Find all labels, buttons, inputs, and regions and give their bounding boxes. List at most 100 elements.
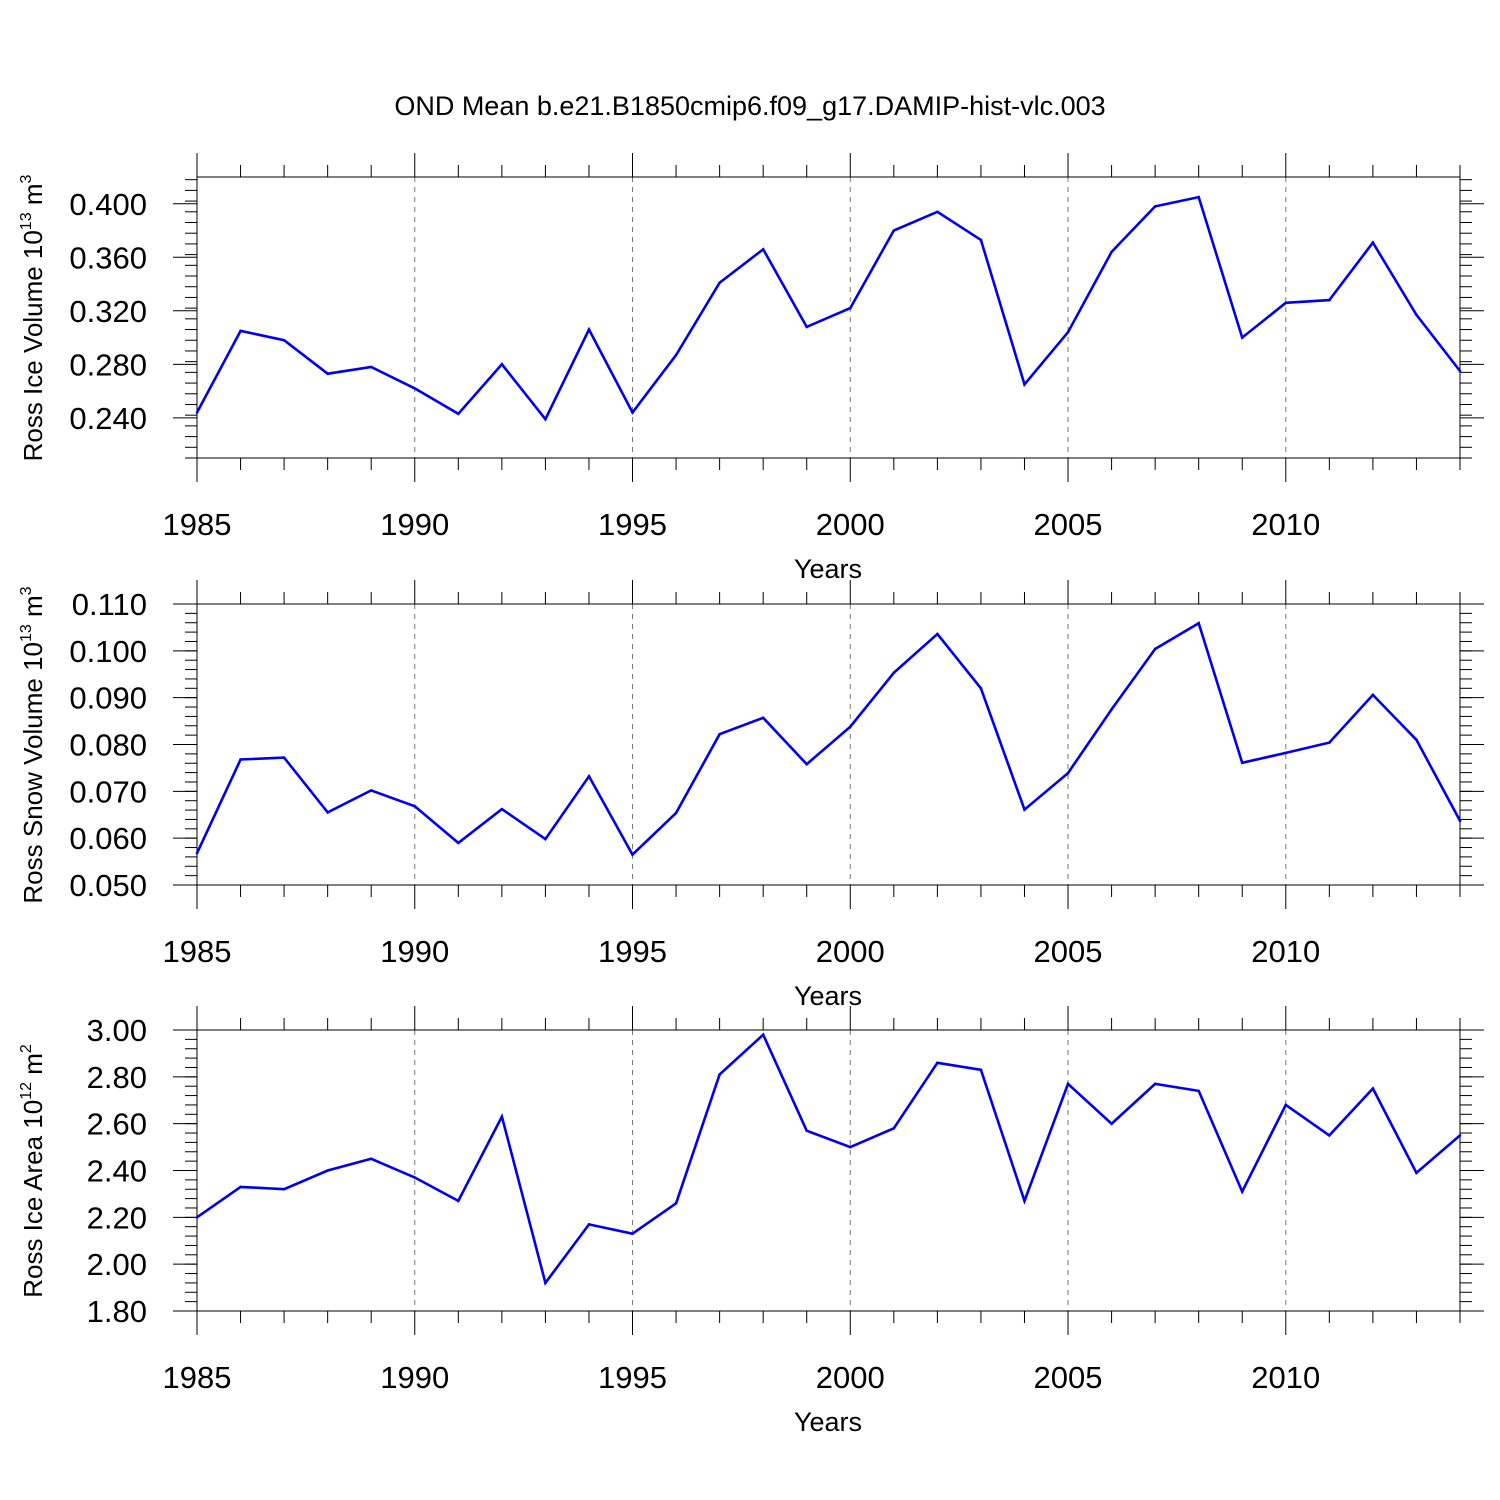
x-tick-label: 2000 bbox=[816, 1360, 885, 1395]
data-point bbox=[761, 1033, 765, 1036]
y-tick-label: 0.320 bbox=[69, 294, 147, 329]
data-point bbox=[936, 632, 939, 636]
data-point bbox=[718, 1073, 721, 1076]
data-point bbox=[544, 837, 547, 841]
data-point bbox=[282, 1187, 286, 1191]
y-axis-label: Ross Snow Volume 1013 m3 bbox=[18, 586, 48, 903]
data-point bbox=[848, 1145, 852, 1149]
x-tick-label: 2010 bbox=[1251, 1360, 1320, 1395]
data-point bbox=[631, 853, 634, 856]
data-point bbox=[892, 229, 896, 232]
x-axis-label: Years bbox=[794, 981, 862, 1011]
plot-frame bbox=[196, 176, 1461, 459]
x-axis-label: Years bbox=[794, 1407, 862, 1437]
data-point bbox=[631, 1232, 634, 1236]
data-point bbox=[1110, 1122, 1113, 1125]
x-tick-label: 1985 bbox=[163, 934, 232, 969]
data-point bbox=[1110, 250, 1113, 254]
data-point bbox=[848, 725, 852, 729]
data-point bbox=[326, 1169, 329, 1172]
y-tick-label: 0.400 bbox=[69, 187, 147, 222]
data-point bbox=[326, 811, 329, 814]
x-tick-label: 1990 bbox=[380, 1360, 449, 1395]
x-tick-label: 1995 bbox=[598, 934, 667, 969]
figure-title: OND Mean b.e21.B1850cmip6.f09_g17.DAMIP-… bbox=[394, 91, 1105, 121]
y-tick-label: 0.080 bbox=[69, 728, 147, 763]
data-point bbox=[1458, 819, 1462, 823]
data-point bbox=[195, 411, 199, 414]
data-point bbox=[1153, 647, 1157, 651]
y-tick-label: 0.280 bbox=[69, 347, 147, 382]
x-tick-label: 1995 bbox=[598, 507, 667, 542]
data-point bbox=[761, 716, 765, 720]
x-axis-label: Years bbox=[794, 554, 862, 584]
x-tick-label: 1985 bbox=[163, 507, 232, 542]
y-tick-label: 0.100 bbox=[69, 634, 147, 669]
data-point bbox=[1240, 336, 1244, 339]
series-line bbox=[195, 195, 1462, 422]
x-tick-label: 2010 bbox=[1251, 934, 1320, 969]
panel-snow-volume: 0.050 0.060 0.070 0.080 0.090 0.100 0.110 1985 1… bbox=[18, 580, 1484, 1011]
data-point bbox=[369, 365, 373, 369]
series-line bbox=[195, 621, 1462, 857]
y-tick-label: 2.60 bbox=[87, 1107, 147, 1142]
y-axis-label: Ross Ice Area 1012 m2 bbox=[18, 1044, 48, 1298]
panel-ice-area: 1.80 2.00 2.20 2.40 2.60 2.80 3.00 1985 1990 1995… bbox=[18, 1006, 1484, 1437]
data-point bbox=[1023, 1199, 1026, 1203]
data-point bbox=[1240, 1190, 1244, 1193]
x-tick-label: 2000 bbox=[816, 934, 885, 969]
data-point bbox=[457, 841, 460, 845]
data-point bbox=[1066, 771, 1070, 775]
y-tick-label: 2.00 bbox=[87, 1247, 147, 1282]
data-point bbox=[587, 1223, 591, 1226]
data-point bbox=[718, 732, 721, 736]
data-point bbox=[805, 325, 809, 329]
x-tick-label: 1990 bbox=[380, 934, 449, 969]
data-point bbox=[413, 387, 417, 390]
data-point bbox=[282, 756, 286, 759]
data-point bbox=[1284, 751, 1288, 755]
data-point bbox=[1023, 808, 1026, 811]
y-tick-label: 0.070 bbox=[69, 774, 147, 809]
data-point bbox=[1415, 313, 1418, 317]
data-point bbox=[1371, 1087, 1375, 1090]
data-point bbox=[674, 353, 678, 357]
data-point bbox=[979, 238, 983, 242]
data-point bbox=[1066, 1082, 1070, 1086]
data-point bbox=[1197, 621, 1200, 625]
data-point bbox=[1328, 298, 1331, 302]
x-tick-label: 2005 bbox=[1034, 507, 1103, 542]
data-point bbox=[718, 281, 721, 285]
x-tick-label: 2000 bbox=[816, 507, 885, 542]
y-tick-label: 0.050 bbox=[69, 868, 147, 903]
data-point bbox=[936, 210, 939, 214]
data-point bbox=[1371, 693, 1375, 697]
data-point bbox=[239, 758, 242, 761]
y-tick-label: 0.060 bbox=[69, 821, 147, 856]
data-point bbox=[500, 1115, 504, 1118]
data-point bbox=[1023, 383, 1026, 386]
x-tick-label: 1990 bbox=[380, 507, 449, 542]
tick-marks bbox=[173, 1006, 1484, 1335]
data-point bbox=[1328, 741, 1331, 744]
data-point bbox=[1110, 708, 1113, 711]
y-tick-label: 0.240 bbox=[69, 401, 147, 436]
data-point bbox=[413, 1176, 417, 1179]
data-point bbox=[1458, 369, 1462, 373]
y-tick-label: 3.00 bbox=[87, 1013, 147, 1048]
data-point bbox=[848, 306, 852, 310]
data-point bbox=[195, 851, 199, 855]
data-point bbox=[239, 1185, 242, 1189]
tick-marks bbox=[173, 153, 1484, 482]
data-point bbox=[195, 1216, 199, 1219]
data-point bbox=[1197, 195, 1200, 199]
panel-ice-volume: 0.240 0.280 0.320 0.360 0.400 1985 1990 1995 200… bbox=[18, 153, 1484, 584]
data-point bbox=[979, 687, 983, 690]
data-point bbox=[587, 328, 591, 331]
data-point bbox=[587, 775, 591, 778]
data-point bbox=[369, 789, 373, 792]
data-point bbox=[544, 1281, 547, 1285]
data-point bbox=[1284, 301, 1288, 305]
data-point bbox=[1240, 761, 1244, 765]
